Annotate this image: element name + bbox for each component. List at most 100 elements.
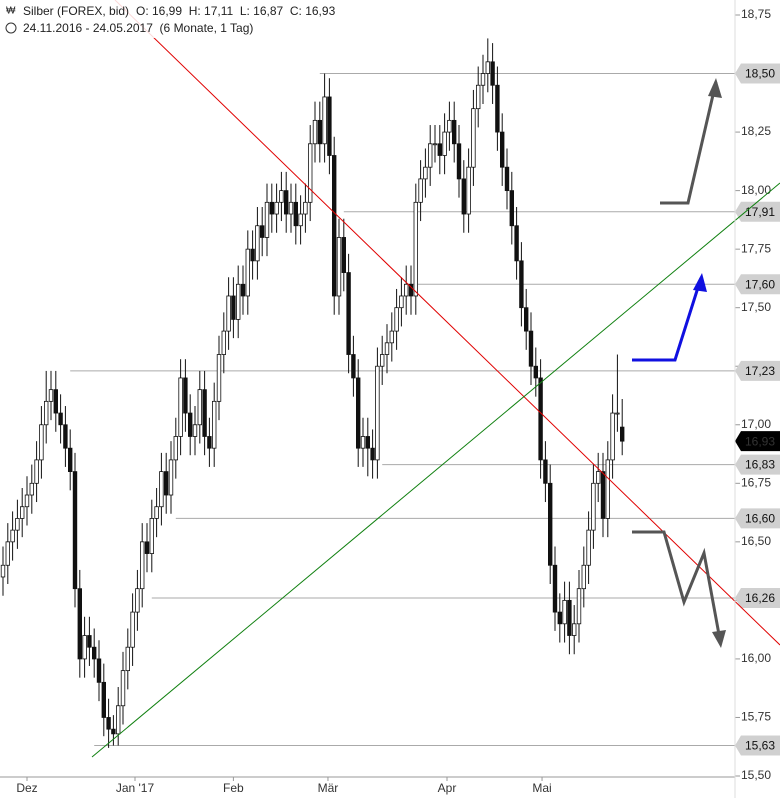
candle-body: [466, 166, 471, 215]
level-label: 15,63: [745, 739, 775, 753]
candle-body: [279, 190, 284, 203]
candle-body: [600, 471, 606, 519]
candle-body: [34, 459, 39, 484]
candle-body: [5, 541, 10, 566]
candle-body: [264, 201, 270, 238]
candle-body: [87, 635, 92, 648]
candle-body: [283, 190, 289, 215]
candle-body: [197, 389, 202, 426]
level-box: [735, 360, 780, 381]
candle-body: [413, 201, 418, 297]
candle-body: [111, 728, 116, 735]
candle-body: [327, 96, 332, 156]
candle-body: [576, 588, 582, 625]
candle-body: [557, 611, 562, 625]
candle-body: [418, 178, 423, 203]
candle-body: [53, 389, 58, 414]
candle-body: [29, 482, 34, 496]
candle-body: [288, 201, 294, 215]
candle-body: [221, 330, 226, 355]
arrow-up-grey: [660, 81, 718, 205]
candle-body: [226, 295, 231, 332]
candle-body: [504, 166, 510, 192]
candle-body: [207, 436, 212, 449]
level-box: [735, 508, 780, 529]
candle-body: [620, 426, 625, 442]
candle-body: [269, 201, 274, 215]
candle-body: [139, 541, 145, 590]
candle-body: [312, 119, 318, 145]
candle-body: [149, 518, 154, 554]
clock-icon: [5, 22, 17, 34]
y-tick-label: 17,00: [741, 417, 771, 431]
y-tick-label: 17,75: [741, 241, 771, 255]
levels: 18,50 17,91 17,60 17,23 16,83 16,60 16,26 15,63…: [70, 63, 780, 756]
candle-body: [159, 471, 164, 508]
candle-body: [116, 705, 121, 735]
y-tick-label: 17,50: [741, 300, 771, 314]
candle-body: [250, 248, 255, 262]
candle-body: [461, 178, 466, 215]
level-label: 16,83: [745, 458, 775, 472]
arrow-up-blue: [632, 277, 703, 362]
candle-body: [92, 646, 97, 660]
candle-body: [15, 518, 20, 531]
y-tick-label: 18,75: [741, 7, 771, 21]
x-tick-label: Mai: [532, 781, 551, 795]
candle-body: [528, 330, 534, 367]
candle-body: [106, 717, 111, 730]
candle-body: [202, 389, 207, 437]
candle-body: [379, 354, 385, 367]
candle-body: [581, 564, 586, 590]
y-tick-label: 18,00: [741, 183, 771, 197]
candle-body: [456, 143, 462, 180]
candle-body: [341, 237, 346, 273]
candles: [0, 38, 625, 748]
candle-body: [245, 248, 250, 297]
level-label: 17,91: [745, 205, 775, 219]
candle-body: [485, 61, 490, 74]
candle-body: [475, 84, 481, 110]
candle-body: [216, 354, 222, 402]
candle-body: [346, 272, 351, 355]
grid: 15,5015,7516,0016,2516,5016,7517,0017,25…: [16, 7, 771, 795]
candle-body: [336, 237, 342, 297]
candle-body: [509, 190, 514, 227]
x-tick-label: Apr: [438, 781, 457, 795]
candle-body: [605, 459, 610, 519]
candle-body: [183, 377, 188, 414]
candle-body: [259, 225, 265, 238]
candle-body: [360, 436, 366, 449]
candle-body: [543, 459, 548, 484]
candle-body: [447, 119, 452, 133]
candle-body: [231, 295, 236, 320]
candle-body: [490, 61, 495, 86]
level-box: [735, 63, 780, 84]
candle-body: [514, 225, 519, 262]
candle-body: [255, 225, 260, 262]
candle-body: [173, 436, 178, 461]
last-price-box: [735, 431, 780, 452]
arrowhead: [712, 630, 726, 648]
y-tick-label: 16,75: [741, 475, 771, 489]
candle-body: [10, 529, 15, 543]
candle-body: [187, 412, 193, 437]
candle-body: [135, 588, 140, 613]
x-tick-label: Mär: [318, 781, 339, 795]
candle-body: [355, 377, 361, 449]
candle-body: [351, 354, 356, 379]
candle-body: [423, 166, 428, 180]
candle-body: [192, 424, 198, 437]
header: ₩ Silber (FOREX, bid) O: 16,99 H: 17,11 …: [0, 0, 360, 38]
candle-body: [63, 424, 68, 449]
header-ohlc: O: 16,99 H: 17,11 L: 16,87 C: 16,93: [136, 4, 336, 18]
candle-body: [240, 283, 246, 297]
candle-body: [19, 506, 25, 519]
level-box: [735, 274, 780, 295]
level-box: [735, 454, 780, 475]
candle-body: [274, 201, 279, 215]
candle-body: [235, 283, 241, 320]
candle-body: [96, 658, 102, 683]
